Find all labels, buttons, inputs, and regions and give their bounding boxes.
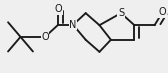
Text: S: S [118, 8, 124, 18]
Text: N: N [69, 20, 77, 30]
Text: O: O [54, 4, 62, 14]
Text: O: O [41, 32, 49, 42]
Text: O: O [159, 7, 166, 17]
